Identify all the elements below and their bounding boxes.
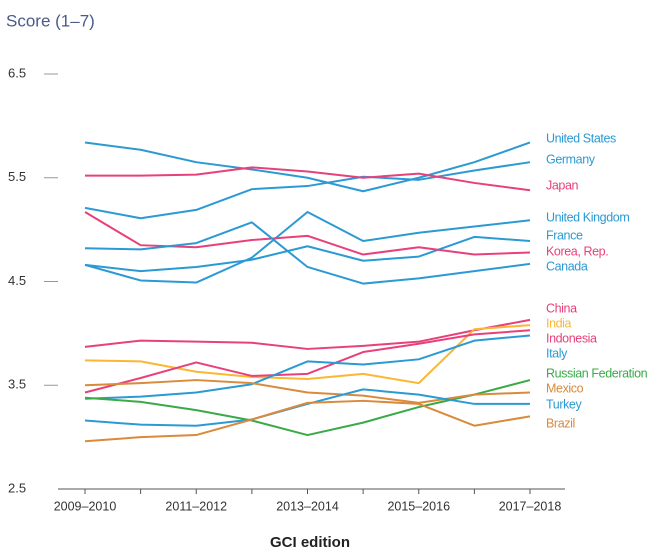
y-tick-label: 3.5 xyxy=(8,377,26,392)
legend-label: Mexico xyxy=(546,381,584,395)
y-tick-label: 2.5 xyxy=(8,480,26,495)
legend-label: Japan xyxy=(546,178,579,192)
legend-label: United States xyxy=(546,131,616,145)
x-tick-label: 2013–2014 xyxy=(276,499,339,513)
legend-label: Germany xyxy=(546,152,596,166)
series-line xyxy=(84,334,531,400)
series-line xyxy=(84,329,531,394)
legend-label: China xyxy=(546,301,577,315)
y-tick-label: 5.5 xyxy=(8,169,26,184)
series-line xyxy=(84,379,531,404)
series-line xyxy=(84,399,531,443)
series-line xyxy=(84,141,531,193)
legend-label: Brazil xyxy=(546,416,575,430)
series-line xyxy=(84,210,531,284)
series-line xyxy=(84,221,531,285)
x-axis-label: GCI edition xyxy=(270,534,350,551)
x-tick-label: 2017–2018 xyxy=(499,499,562,513)
x-tick-label: 2009–2010 xyxy=(54,499,117,513)
y-tick-label: 4.5 xyxy=(8,273,26,288)
legend-label: Korea, Rep. xyxy=(546,244,608,258)
legend-label: Russian Federation xyxy=(546,366,648,380)
series-line xyxy=(85,166,531,192)
legend-label: France xyxy=(546,228,583,242)
series-line xyxy=(84,318,531,350)
legend-label: India xyxy=(546,316,572,330)
x-tick-label: 2015–2016 xyxy=(387,499,450,513)
series-line xyxy=(84,161,531,220)
series-line xyxy=(84,235,531,273)
legend-label: Italy xyxy=(546,346,568,360)
legend-label: Canada xyxy=(546,259,588,273)
legend-label: United Kingdom xyxy=(546,210,629,224)
y-axis-label: Score (1–7) xyxy=(6,11,95,30)
x-tick-label: 2011–2012 xyxy=(165,499,227,513)
y-tick-label: 6.5 xyxy=(8,65,26,80)
legend-label: Indonesia xyxy=(546,331,597,345)
series-line xyxy=(84,211,531,256)
series-line xyxy=(84,379,531,437)
legend-label: Turkey xyxy=(546,397,582,411)
